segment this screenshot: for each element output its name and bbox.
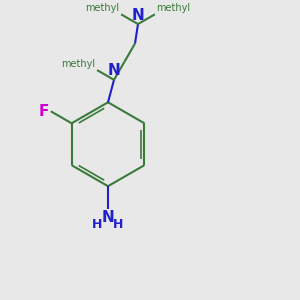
Text: N: N <box>102 210 114 225</box>
Text: H: H <box>113 218 124 231</box>
Text: F: F <box>39 104 49 119</box>
Text: methyl: methyl <box>156 3 190 13</box>
Text: N: N <box>132 8 144 22</box>
Text: methyl: methyl <box>85 3 120 13</box>
Text: methyl: methyl <box>61 58 96 69</box>
Text: H: H <box>92 218 103 231</box>
Text: N: N <box>108 63 120 78</box>
